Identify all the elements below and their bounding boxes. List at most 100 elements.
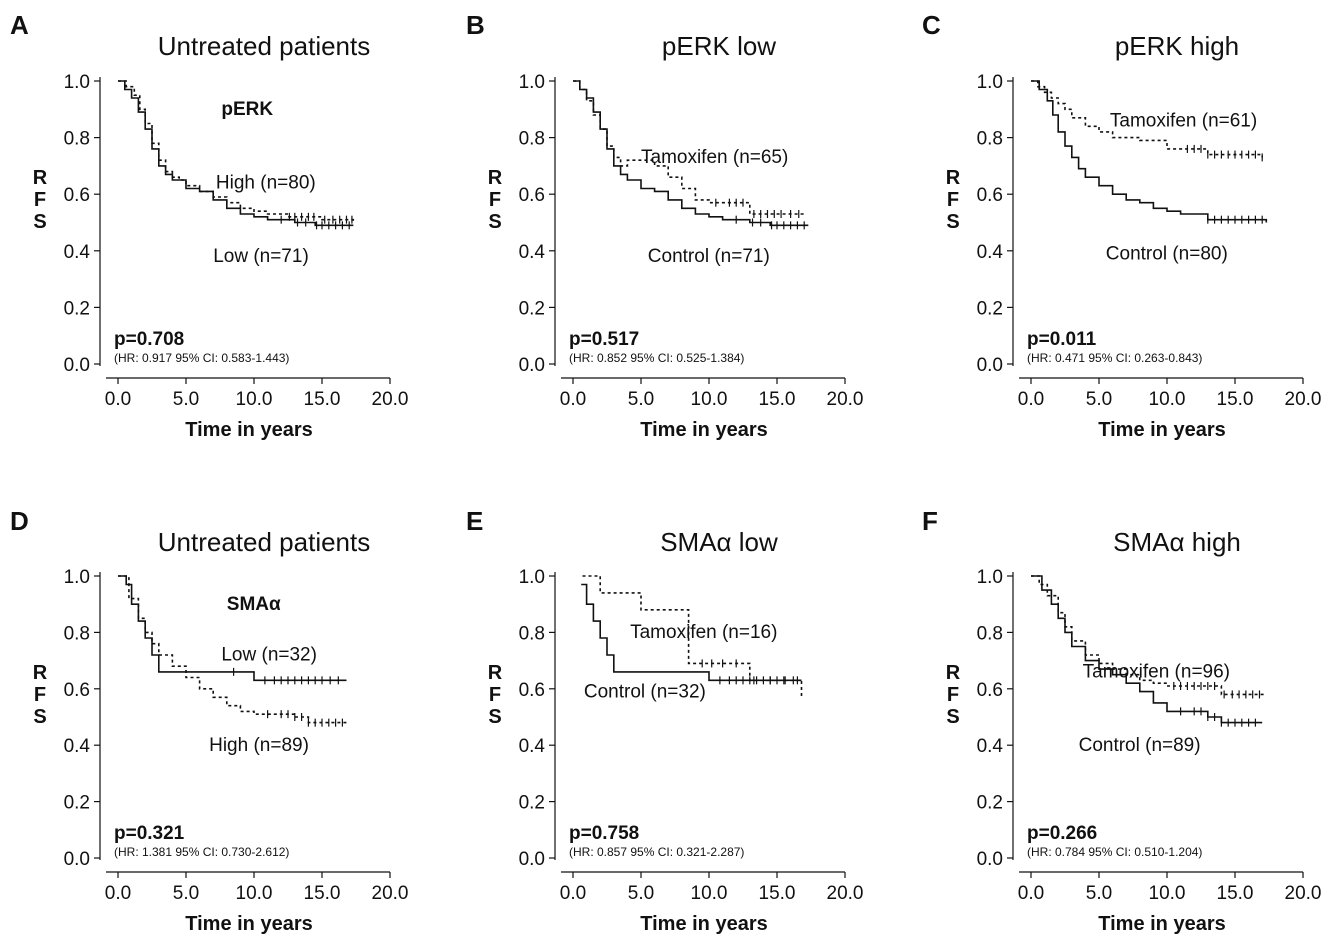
series-annotation: High (n=89): [209, 735, 309, 756]
p-value: p=0.266: [1027, 823, 1097, 844]
x-tick-label: 10.0: [1149, 389, 1186, 410]
x-axis-label: Time in years: [640, 913, 767, 935]
p-value: p=0.517: [569, 329, 639, 350]
x-tick-label: 20.0: [827, 883, 864, 904]
y-tick-label: 0.2: [519, 298, 545, 319]
y-tick-label: 0.4: [64, 242, 91, 263]
x-tick-label: 20.0: [1285, 389, 1322, 410]
series-annotation: Control (n=71): [648, 246, 770, 267]
x-axis-label: Time in years: [640, 419, 767, 441]
panel-letter: D: [10, 506, 29, 536]
km-curve-dotted: [573, 80, 805, 215]
hazard-ratio: (HR: 0.857 95% CI: 0.321-2.287): [569, 845, 744, 859]
x-tick-label: 0.0: [1018, 389, 1044, 410]
hazard-ratio: (HR: 0.852 95% CI: 0.525-1.384): [569, 351, 744, 365]
x-tick-label: 15.0: [759, 389, 796, 410]
y-tick-label: 0.0: [519, 849, 545, 870]
x-tick-label: 15.0: [304, 389, 341, 410]
chart-title: pERK high: [1115, 31, 1239, 61]
series-annotation: Control (n=89): [1079, 735, 1201, 756]
y-tick-label: 0.2: [519, 793, 545, 814]
x-tick-label: 15.0: [1217, 883, 1254, 904]
panel-letter: A: [10, 10, 29, 40]
series-annotation: Control (n=80): [1106, 243, 1228, 264]
y-tick-label: 1.0: [977, 72, 1003, 93]
x-tick-label: 5.0: [1086, 389, 1112, 410]
km-curve-dotted: [1031, 575, 1267, 696]
y-tick-label: 0.4: [977, 242, 1004, 263]
chart-title: Untreated patients: [158, 527, 370, 557]
x-tick-label: 20.0: [372, 883, 409, 904]
y-tick-label: 0.4: [64, 736, 91, 757]
x-tick-label: 0.0: [105, 883, 131, 904]
hazard-ratio: (HR: 0.917 95% CI: 0.583-1.443): [114, 351, 289, 365]
y-tick-label: 0.0: [64, 355, 90, 376]
series-annotation: Low (n=71): [213, 246, 309, 267]
series-annotation: Control (n=32): [584, 681, 706, 702]
x-axis-label: Time in years: [185, 913, 312, 935]
y-tick-label: 0.2: [64, 298, 90, 319]
y-tick-label: 1.0: [519, 567, 545, 588]
y-tick-label: 0.6: [64, 185, 90, 206]
p-value: p=0.708: [114, 329, 184, 350]
x-tick-label: 10.0: [1149, 883, 1186, 904]
chart-subtitle: pERK: [221, 99, 273, 120]
y-tick-label: 0.4: [519, 736, 546, 757]
km-curve-solid: [573, 80, 809, 227]
p-value: p=0.011: [1027, 329, 1097, 350]
x-tick-label: 20.0: [372, 389, 409, 410]
y-tick-label: 0.4: [977, 736, 1004, 757]
y-tick-label: 0.2: [977, 298, 1003, 319]
y-tick-label: 1.0: [64, 567, 90, 588]
y-tick-label: 0.0: [64, 849, 90, 870]
y-tick-label: 0.6: [519, 680, 545, 701]
y-tick-label: 0.8: [977, 129, 1003, 150]
x-axis-label: Time in years: [1098, 419, 1225, 441]
y-tick-label: 0.8: [64, 623, 90, 644]
km-curve-solid: [581, 583, 802, 682]
x-tick-label: 15.0: [759, 883, 796, 904]
panel-letter: E: [466, 506, 483, 536]
y-tick-label: 1.0: [64, 72, 90, 93]
p-value: p=0.758: [569, 823, 639, 844]
chart-panel-e: E SMAα low 0.0 0.2 0.4 0.6 0.8 1.0 0.0 5.0 10.0 15.…: [466, 506, 863, 935]
y-tick-label: 0.2: [64, 793, 90, 814]
x-tick-label: 20.0: [827, 389, 864, 410]
y-tick-label: 0.0: [977, 355, 1003, 376]
y-tick-label: 1.0: [519, 72, 545, 93]
hazard-ratio: (HR: 0.471 95% CI: 0.263-0.843): [1027, 351, 1202, 365]
y-tick-label: 0.0: [519, 355, 545, 376]
series-annotation: Tamoxifen (n=65): [641, 147, 788, 168]
y-tick-label: 0.8: [519, 129, 545, 150]
x-tick-label: 15.0: [1217, 389, 1254, 410]
y-tick-label: 0.6: [977, 185, 1003, 206]
km-curve-solid: [1031, 80, 1268, 223]
km-curve-solid: [1031, 575, 1263, 724]
x-axis-label: Time in years: [1098, 913, 1225, 935]
x-tick-label: 0.0: [105, 389, 131, 410]
chart-title: pERK low: [662, 31, 776, 61]
y-tick-label: 0.8: [64, 129, 90, 150]
x-tick-label: 0.0: [1018, 883, 1044, 904]
y-tick-label: 0.4: [519, 242, 546, 263]
x-tick-label: 10.0: [691, 389, 728, 410]
chart-title: SMAα high: [1113, 527, 1241, 557]
panel-letter: B: [466, 10, 485, 40]
x-tick-label: 15.0: [304, 883, 341, 904]
y-tick-label: 0.0: [977, 849, 1003, 870]
x-tick-label: 10.0: [691, 883, 728, 904]
x-tick-label: 5.0: [173, 883, 199, 904]
chart-panel-f: F SMAα high 0.0 0.2 0.4 0.6 0.8 1.0 0.0 5.0 10.0 15…: [922, 506, 1321, 935]
series-annotation: Low (n=32): [221, 645, 317, 666]
x-tick-label: 5.0: [173, 389, 199, 410]
y-tick-label: 0.8: [519, 623, 545, 644]
y-tick-label: 0.2: [977, 793, 1003, 814]
x-axis-label: Time in years: [185, 419, 312, 441]
